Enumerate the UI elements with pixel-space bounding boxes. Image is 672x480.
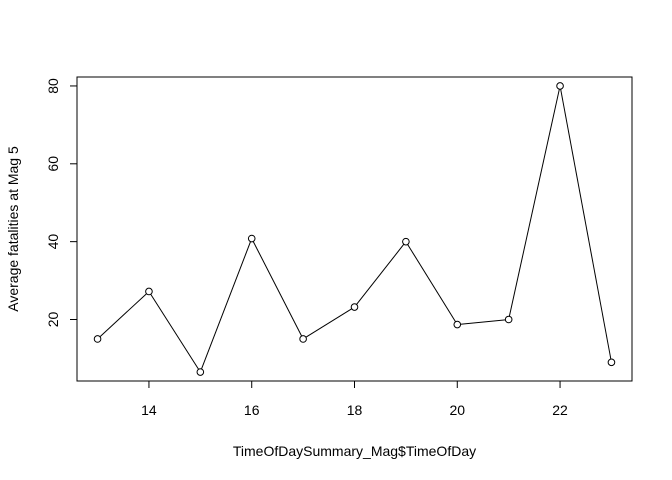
x-tick-label: 18: [347, 402, 363, 418]
data-point: [299, 335, 307, 343]
data-point: [402, 237, 410, 246]
data-point: [350, 303, 359, 311]
series-layer: [93, 82, 616, 376]
y-axis: 20 40 60 80: [45, 78, 78, 328]
data-point: [196, 368, 205, 376]
y-tick-label: 60: [45, 156, 61, 172]
x-tick-label: 20: [449, 402, 465, 418]
data-point: [145, 287, 153, 296]
data-point: [93, 335, 102, 343]
y-axis-title: Average fatalities at Mag 5: [5, 146, 21, 312]
x-axis: 14 16 18 20 22: [141, 380, 568, 418]
y-tick-label: 40: [45, 234, 61, 250]
series-segment: [508, 89, 560, 317]
x-axis-title: TimeOfDaySummary_Mag$TimeOfDay: [233, 443, 476, 459]
x-tick-label: 16: [244, 402, 260, 418]
data-point: [607, 358, 616, 367]
x-tick-label: 14: [141, 402, 157, 418]
data-point: [453, 320, 462, 329]
series-segment: [356, 243, 405, 305]
y-tick-label: 80: [45, 78, 61, 94]
series-segment: [305, 308, 352, 338]
data-point: [504, 315, 513, 324]
data-point: [247, 234, 256, 243]
series-segment: [150, 293, 199, 370]
series-segment: [560, 89, 612, 360]
series-segment: [201, 241, 252, 370]
series-segment: [99, 293, 147, 338]
data-point: [556, 82, 564, 90]
series-segment: [252, 241, 303, 337]
plot-box: [76, 76, 633, 382]
y-tick-label: 20: [45, 312, 61, 328]
series-segment: [460, 319, 506, 325]
x-tick-label: 22: [552, 402, 568, 418]
series-segment: [407, 244, 456, 323]
